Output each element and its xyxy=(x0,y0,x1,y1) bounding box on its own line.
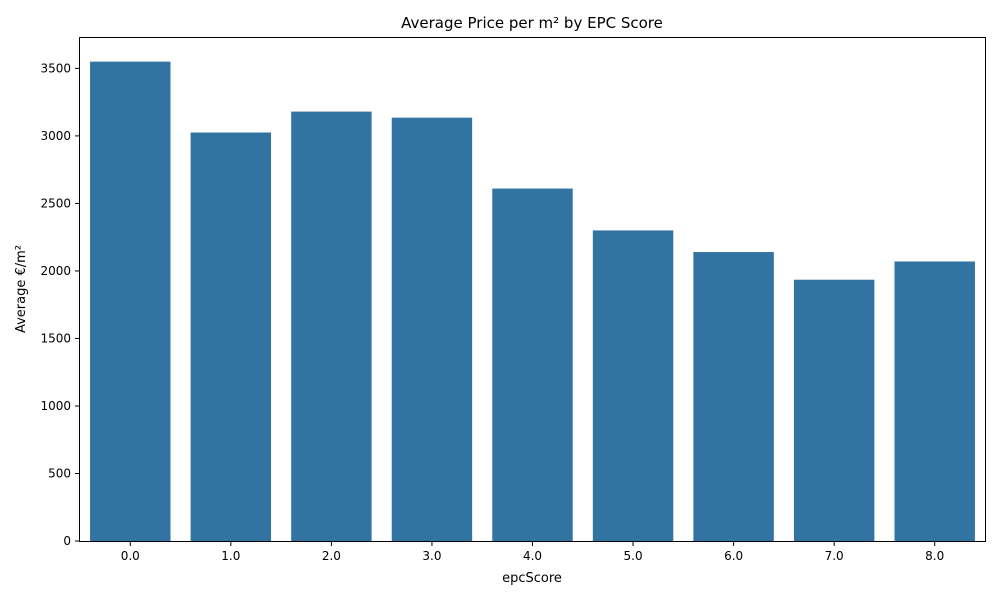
y-tick-label-0: 0 xyxy=(63,534,71,548)
x-tick-label-0: 0.0 xyxy=(121,549,140,563)
y-axis-label: Average €/m² xyxy=(14,245,29,333)
y-tick-label-6: 3000 xyxy=(40,129,71,143)
x-tick-label-5: 5.0 xyxy=(624,549,643,563)
y-tick-label-7: 3500 xyxy=(40,61,71,75)
chart-title: Average Price per m² by EPC Score xyxy=(401,14,663,32)
y-axis: 0 500 1000 1500 2000 2500 3000 3500 xyxy=(40,61,80,548)
y-tick-label-2: 1000 xyxy=(40,399,71,413)
x-tick-label-2: 2.0 xyxy=(322,549,341,563)
y-tick-label-1: 500 xyxy=(48,466,71,480)
x-tick-label-4: 4.0 xyxy=(523,549,542,563)
bars-group xyxy=(90,61,975,542)
bar-2 xyxy=(291,111,372,541)
bar-7 xyxy=(793,279,875,541)
bar-6 xyxy=(693,252,774,541)
x-axis-label: epcScore xyxy=(502,571,562,586)
x-tick-label-3: 3.0 xyxy=(422,549,441,563)
bar-4 xyxy=(492,188,573,541)
bar-8 xyxy=(894,261,975,541)
y-tick-label-5: 2500 xyxy=(40,196,71,210)
x-tick-label-6: 6.0 xyxy=(724,549,743,563)
x-tick-label-8: 8.0 xyxy=(925,549,944,563)
bar-3 xyxy=(391,117,473,542)
bar-0 xyxy=(90,61,171,541)
y-tick-label-4: 2000 xyxy=(40,264,71,278)
plot-frame xyxy=(79,37,986,542)
x-tick-label-7: 7.0 xyxy=(825,549,844,563)
x-axis: 0.0 1.0 2.0 3.0 4.0 5.0 6.0 7.0 8.0 xyxy=(121,541,944,563)
x-tick-label-1: 1.0 xyxy=(221,549,240,563)
y-tick-label-3: 1500 xyxy=(40,331,71,345)
bar-1 xyxy=(190,132,272,541)
bar-5 xyxy=(592,230,674,542)
